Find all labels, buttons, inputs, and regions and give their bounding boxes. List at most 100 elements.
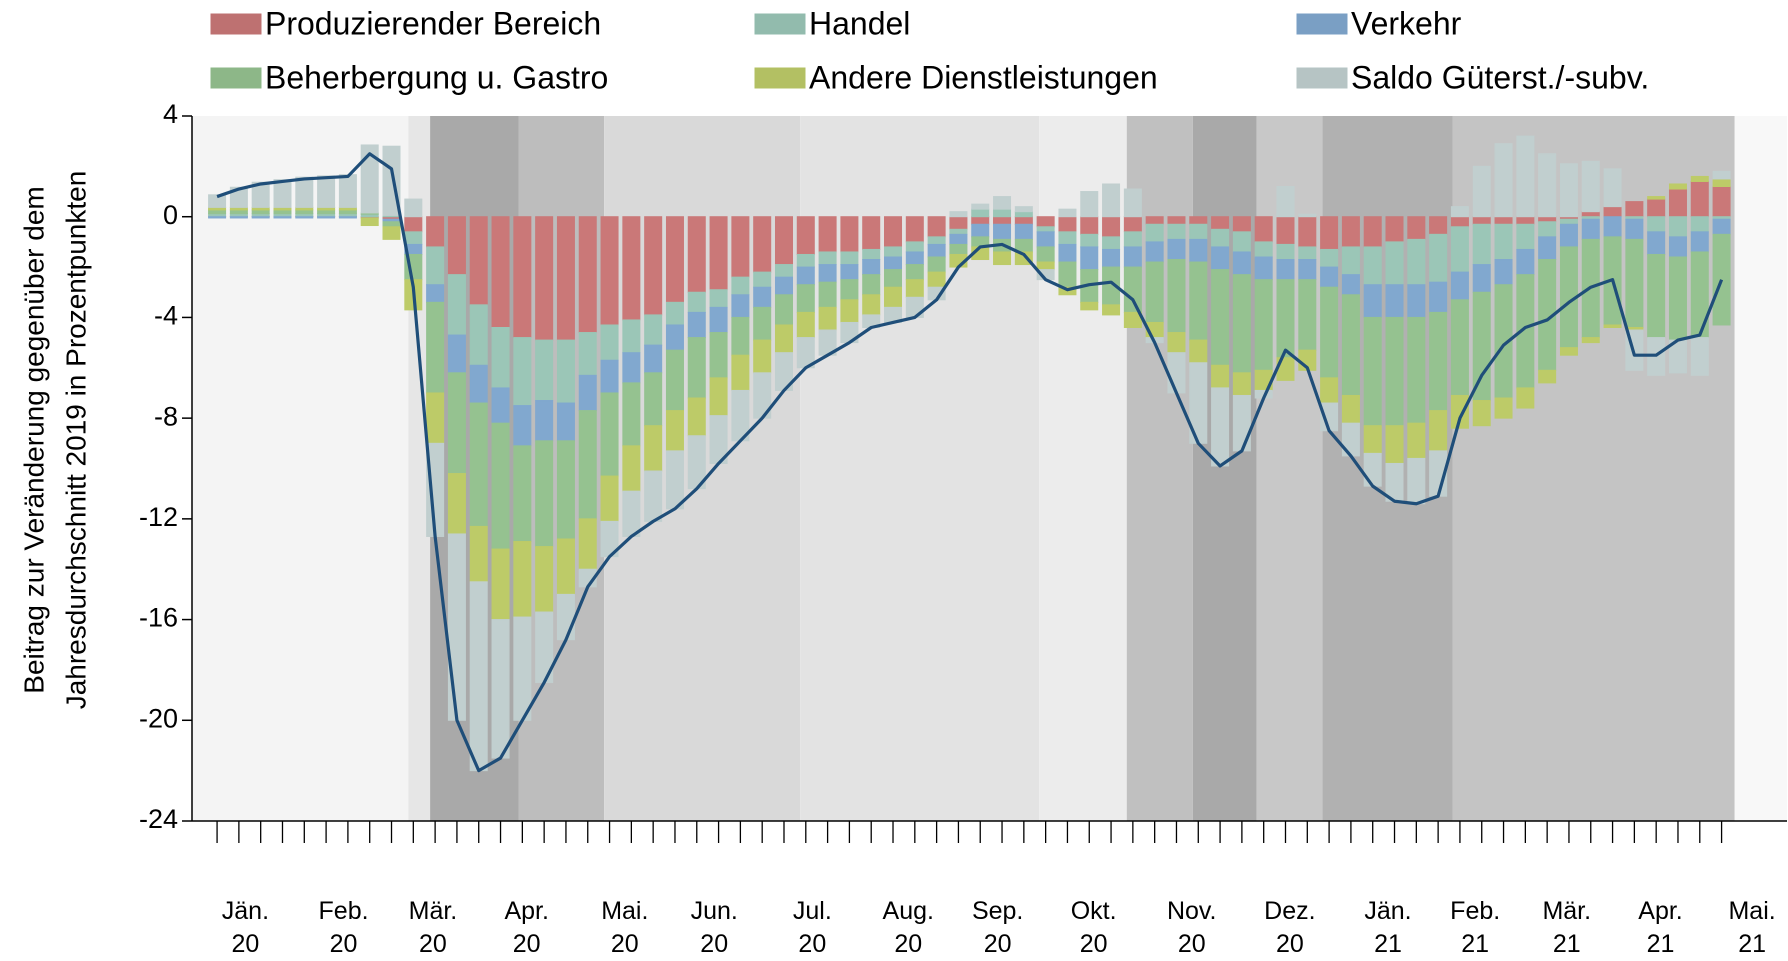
bar-segment bbox=[1298, 259, 1317, 281]
bar-segment bbox=[295, 216, 314, 219]
x-tick-label: Apr. 20 bbox=[504, 897, 548, 958]
bar-segment bbox=[862, 248, 881, 261]
bar-segment bbox=[1320, 377, 1339, 404]
bar-segment bbox=[1429, 233, 1448, 283]
bar-segment bbox=[1647, 253, 1666, 339]
bar-segment bbox=[1538, 216, 1557, 223]
x-tick-label: Mär. 21 bbox=[1542, 897, 1591, 958]
bar-segment bbox=[426, 246, 445, 286]
bar-segment bbox=[927, 216, 946, 238]
bar-segment bbox=[1450, 394, 1469, 429]
bar-segment bbox=[753, 286, 772, 308]
y-tick-label: 0 bbox=[163, 200, 178, 230]
bar-segment bbox=[1385, 241, 1404, 286]
bar-segment bbox=[1690, 216, 1709, 233]
bar-segment bbox=[600, 475, 619, 522]
bar-segment bbox=[1712, 186, 1731, 218]
bar-segment bbox=[840, 251, 859, 266]
bars bbox=[208, 135, 1731, 773]
bar-segment bbox=[665, 410, 684, 452]
bar-segment bbox=[622, 216, 641, 321]
bar-segment bbox=[862, 294, 881, 316]
bar-segment bbox=[1581, 160, 1600, 213]
bar-segment bbox=[556, 538, 575, 595]
bar-segment bbox=[1211, 364, 1230, 389]
bar-segment bbox=[1058, 243, 1077, 263]
bar-segment bbox=[1363, 316, 1382, 427]
bar-segment bbox=[229, 209, 248, 215]
bar-segment bbox=[600, 324, 619, 361]
bar-segment bbox=[753, 306, 772, 341]
bar-segment bbox=[884, 256, 903, 271]
y-tick-label: -4 bbox=[154, 301, 178, 331]
x-tick-label-line: 20 bbox=[1276, 930, 1304, 958]
bar-segment bbox=[1668, 188, 1687, 218]
bar-segment bbox=[1581, 211, 1600, 218]
bar-segment bbox=[1407, 284, 1426, 318]
bar-segment bbox=[1036, 246, 1055, 263]
bar-segment bbox=[884, 269, 903, 288]
bar-segment bbox=[884, 216, 903, 248]
bar-segment bbox=[949, 228, 968, 235]
bar-segment bbox=[1298, 216, 1317, 248]
bar-segment bbox=[1080, 246, 1099, 271]
bar-segment bbox=[1581, 337, 1600, 344]
bar-segment bbox=[1516, 223, 1535, 250]
bar-segment bbox=[709, 306, 728, 334]
x-tick-label: Mai. 20 bbox=[601, 897, 648, 958]
bar-segment bbox=[1320, 266, 1339, 288]
bar-segment bbox=[1385, 316, 1404, 427]
legend-swatch bbox=[210, 67, 262, 89]
bar-segment bbox=[1080, 301, 1099, 311]
legend-label: Handel bbox=[809, 5, 910, 41]
x-tick-label: Dez. 20 bbox=[1264, 897, 1315, 958]
bar-segment bbox=[1625, 201, 1644, 218]
bar-segment bbox=[251, 209, 270, 215]
bar-segment bbox=[993, 208, 1012, 218]
bar-segment bbox=[1102, 183, 1121, 218]
bar-segment bbox=[796, 216, 815, 255]
bar-segment bbox=[1559, 347, 1578, 356]
bar-segment bbox=[665, 349, 684, 412]
bar-segment bbox=[338, 174, 357, 208]
bar-segment bbox=[404, 231, 423, 245]
bar-segment bbox=[295, 176, 314, 208]
bar-segment bbox=[1450, 216, 1469, 228]
bar-segment bbox=[1232, 394, 1251, 452]
bar-segment bbox=[1712, 218, 1731, 235]
x-tick-label: Sep. 20 bbox=[972, 897, 1023, 958]
bar-segment bbox=[535, 440, 554, 548]
bar-segment bbox=[1494, 259, 1513, 286]
bar-segment bbox=[556, 339, 575, 404]
bar-segment bbox=[949, 216, 968, 230]
x-tick-label-line: Aug. bbox=[883, 897, 934, 925]
bar-segment bbox=[905, 216, 924, 243]
bar-segment bbox=[1298, 279, 1317, 351]
x-tick-label-line: Jän. bbox=[1364, 897, 1411, 925]
bar-segment bbox=[796, 311, 815, 339]
bar-segment bbox=[1472, 216, 1491, 225]
bar-segment bbox=[1647, 216, 1666, 233]
x-tick-label-line: Apr. bbox=[504, 897, 548, 925]
bar-segment bbox=[338, 209, 357, 215]
bar-segment bbox=[1320, 286, 1339, 379]
bar-segment bbox=[491, 422, 510, 550]
bar-segment bbox=[1145, 223, 1164, 243]
bar-segment bbox=[535, 216, 554, 341]
legend-swatch bbox=[1296, 13, 1348, 35]
bar-segment bbox=[993, 251, 1012, 266]
bar-segment bbox=[1538, 221, 1557, 238]
bar-segment bbox=[971, 208, 990, 218]
x-tick-label: Okt. 20 bbox=[1071, 897, 1117, 958]
y-tick-label: -20 bbox=[139, 703, 178, 733]
bar-segment bbox=[251, 181, 270, 208]
bar-segment bbox=[513, 405, 532, 447]
bar-segment bbox=[1058, 216, 1077, 233]
bar-segment bbox=[1603, 168, 1622, 208]
x-tick-label-line: Okt. bbox=[1071, 897, 1117, 925]
bar-segment bbox=[360, 217, 379, 227]
bar-segment bbox=[971, 223, 990, 238]
bar-segment bbox=[600, 359, 619, 394]
bar-segment bbox=[469, 304, 488, 366]
bar-segment bbox=[273, 209, 292, 215]
